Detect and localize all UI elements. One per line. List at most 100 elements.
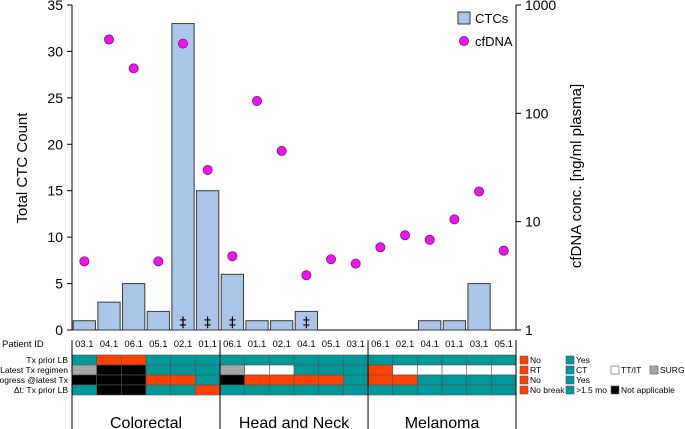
heatmap-cell	[244, 354, 270, 366]
legend-cfdna-swatch	[458, 36, 469, 47]
heatmap-cell	[466, 384, 492, 396]
heatmap-cell	[269, 364, 295, 376]
heatmap-legend-swatch	[565, 385, 575, 395]
heatmap-legend-label: Yes	[576, 375, 590, 385]
heatmap-cell	[96, 384, 122, 396]
heatmap-cell	[71, 354, 97, 366]
heatmap-cell	[170, 384, 196, 396]
heatmap-cell	[441, 384, 468, 396]
heatmap-cell	[466, 354, 492, 366]
heatmap-legend-swatch	[519, 385, 529, 395]
double-dagger-marker: ‡	[180, 315, 187, 331]
ctc-bar	[171, 23, 195, 331]
heatmap-legend-label: >1.5 mo	[576, 385, 607, 395]
heatmap-legend-label: CT	[576, 365, 587, 375]
heatmap-cell	[219, 364, 245, 376]
heatmap-cell	[195, 364, 221, 376]
patient-id: 04.1	[420, 339, 439, 350]
heatmap-legend-swatch	[519, 355, 529, 365]
heatmap-cell	[96, 364, 122, 376]
heatmap-cell	[367, 384, 394, 396]
y-left-tick-label: 10	[47, 229, 63, 245]
patient-id: 02.1	[174, 339, 193, 350]
heatmap-cell	[441, 354, 468, 366]
heatmap-cell	[121, 354, 147, 366]
heatmap-cell	[96, 374, 122, 386]
ctc-bar	[146, 310, 170, 331]
ctc-bar	[294, 310, 319, 331]
heatmap-cell	[367, 374, 394, 386]
group-label: Colorectal	[110, 415, 182, 429]
patient-id: 04.1	[297, 339, 316, 350]
heatmap-cell	[219, 374, 245, 386]
group-label: Melanoma	[405, 415, 480, 429]
heatmap-cell	[392, 384, 418, 396]
heatmap-cell	[318, 384, 344, 396]
heatmap-cell	[121, 384, 147, 396]
legend-ctc-swatch	[457, 11, 471, 25]
cfdna-point	[498, 245, 509, 256]
heatmap-cell	[71, 374, 97, 386]
heatmap-legend-swatch	[519, 375, 529, 385]
heatmap-cell	[269, 354, 295, 366]
y-right-tick-label: 1000	[525, 0, 556, 13]
patient-id: 03.1	[470, 339, 489, 350]
heatmap-legend-swatch	[519, 365, 529, 375]
heatmap-legend-swatch	[610, 385, 620, 395]
cfdna-point	[202, 164, 213, 175]
heatmap-cell	[269, 384, 295, 396]
heatmap-cell	[195, 374, 221, 386]
heatmap-legend-label: TT/IT	[621, 365, 641, 375]
heatmap-row-label: Latest Tx regimen	[0, 365, 68, 375]
heatmap-cell	[145, 384, 171, 396]
heatmap-cell	[269, 374, 295, 386]
heatmap-cell	[417, 364, 443, 376]
heatmap-legend-swatch	[565, 355, 575, 365]
legend-ctc-label: CTCs	[475, 11, 509, 26]
heatmap-cell	[293, 374, 319, 386]
heatmap-cell	[466, 374, 492, 386]
ctc-bar	[220, 273, 244, 331]
heatmap-row-label: Δt: Tx prior LB	[14, 385, 69, 395]
heatmap-cell	[293, 354, 319, 366]
heatmap-legend-label: Not applicable	[621, 385, 675, 395]
ctc-bar	[196, 190, 220, 331]
y-left-tick-label: 30	[47, 43, 63, 59]
heatmap-cell	[466, 364, 492, 376]
heatmap-cell	[219, 384, 245, 396]
heatmap-cell	[491, 384, 517, 396]
heatmap-cell	[145, 364, 171, 376]
heatmap-row-label: Progress @latest Tx	[0, 375, 69, 385]
heatmap-cell	[121, 374, 147, 386]
heatmap-cell	[318, 364, 344, 376]
heatmap-cell	[244, 374, 270, 386]
heatmap-cell	[170, 354, 196, 366]
cfdna-point	[449, 214, 460, 225]
heatmap-cell	[244, 384, 270, 396]
cfdna-point	[474, 186, 485, 197]
cfdna-point	[424, 234, 435, 245]
heatmap-cell	[392, 374, 418, 386]
cfdna-point	[350, 258, 361, 269]
y-left-tick-label: 0	[55, 322, 63, 338]
patient-id-header: Patient ID	[2, 339, 44, 350]
ctc-bar	[72, 320, 96, 331]
heatmap-cell	[96, 354, 122, 366]
heatmap-cell	[318, 374, 344, 386]
y-left-axis-label: Total CTC Count	[14, 112, 31, 224]
heatmap-legend-label: SURG.	[660, 365, 685, 375]
heatmap-cell	[417, 384, 443, 396]
heatmap-legend-swatch	[610, 365, 620, 375]
cfdna-point	[153, 256, 164, 267]
heatmap-cell	[170, 374, 196, 386]
y-right-axis-label: cfDNA conc. [ng/ml plasma]	[568, 84, 585, 268]
y-left-tick-label: 5	[55, 276, 63, 292]
ctc-bar	[418, 320, 442, 331]
double-dagger-marker: ‡	[303, 315, 310, 331]
heatmap-cell	[491, 374, 517, 386]
patient-id: 05.1	[149, 339, 168, 350]
ctc-bar	[467, 283, 491, 331]
heatmap-cell	[441, 364, 468, 376]
ctc-bar	[270, 320, 294, 331]
ctc-bar	[97, 301, 121, 331]
